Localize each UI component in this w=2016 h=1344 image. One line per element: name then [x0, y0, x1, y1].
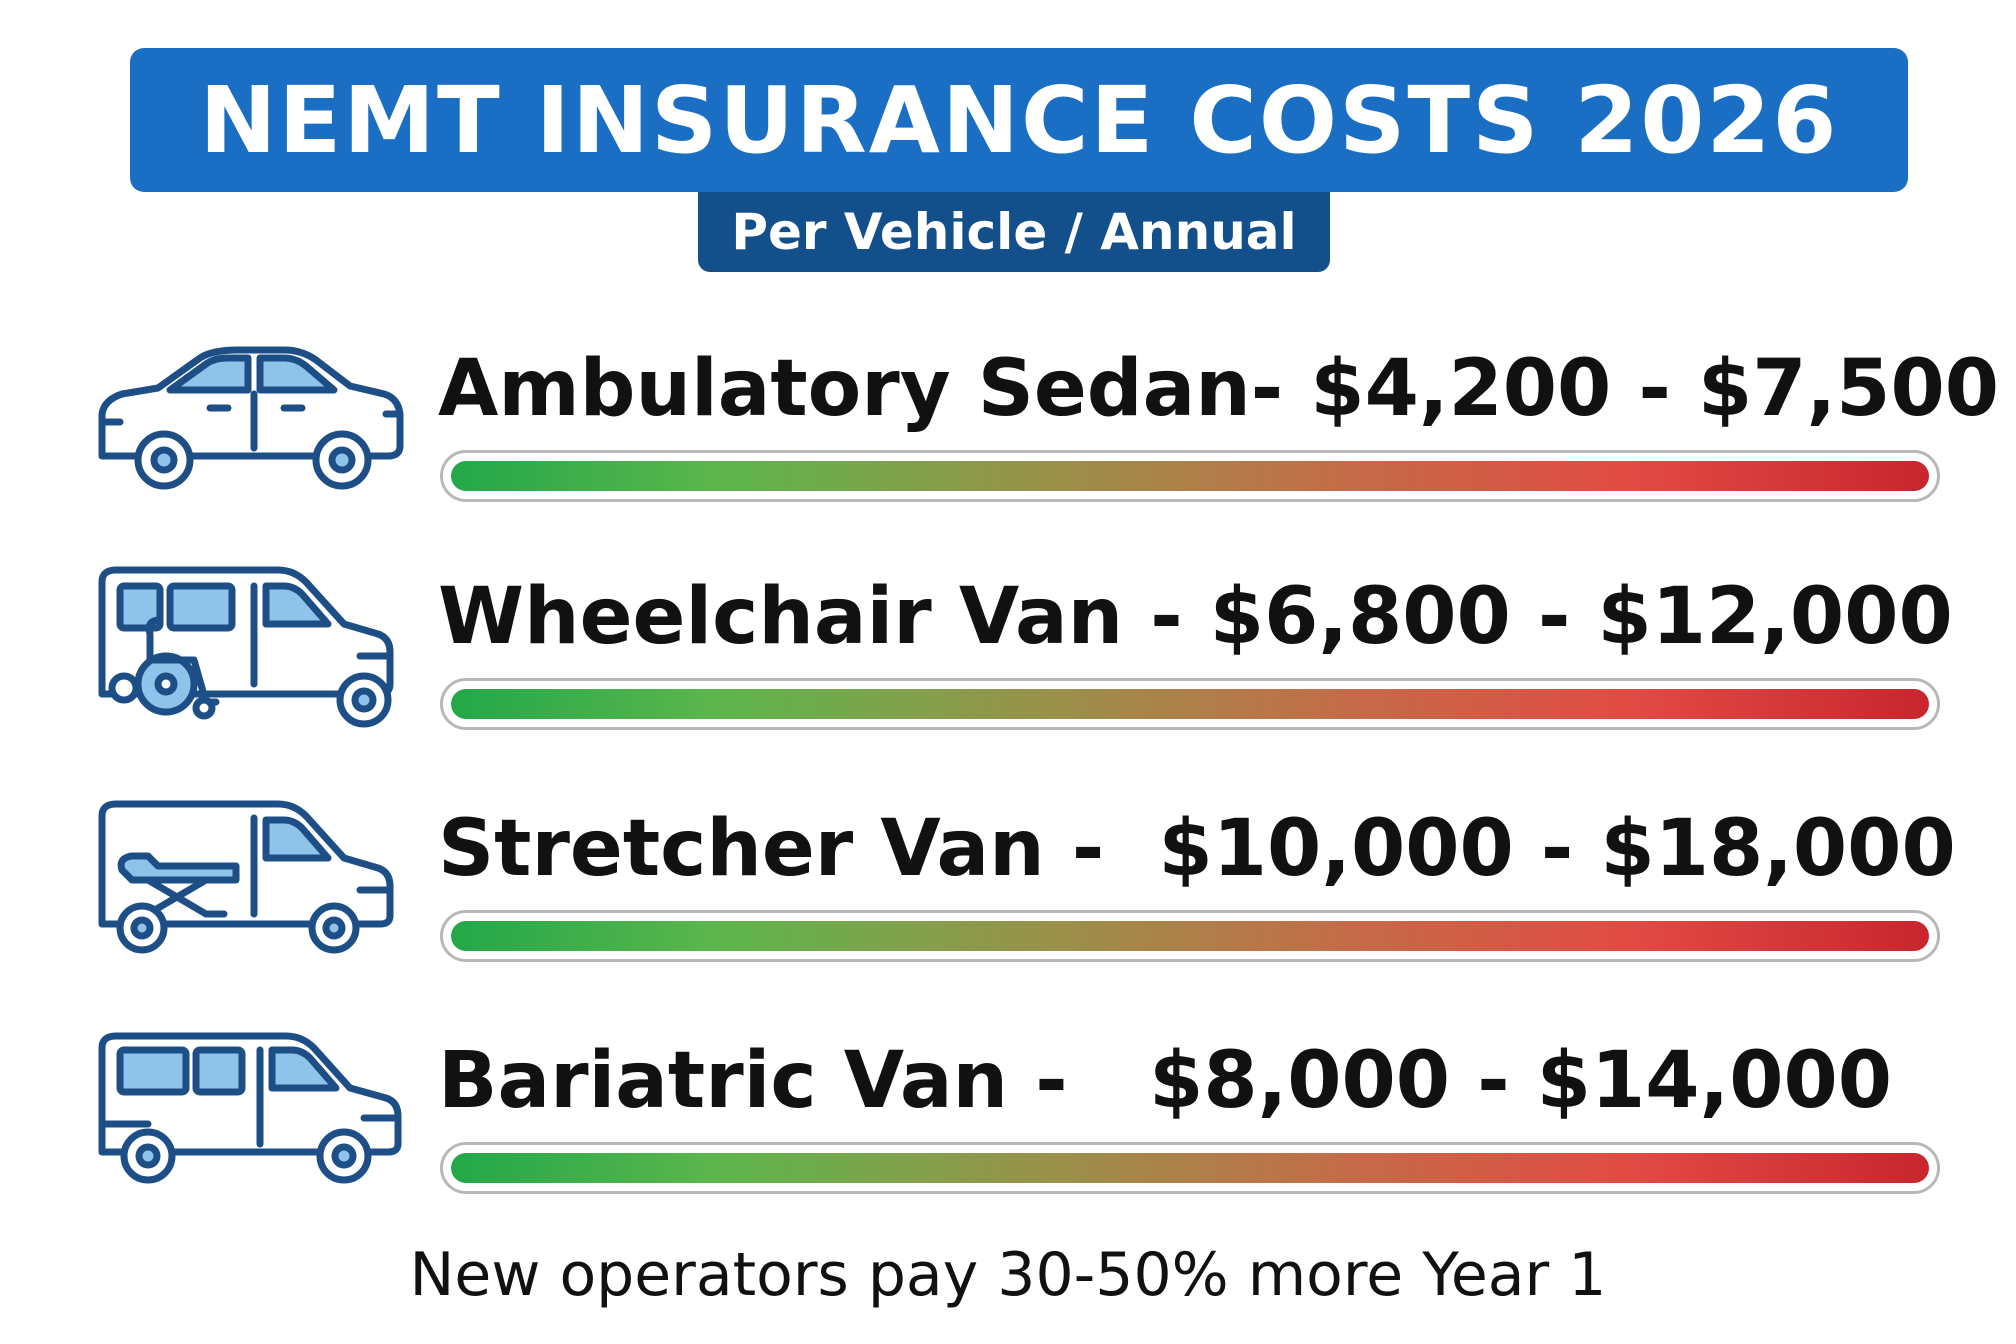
cost-row-wheelchair-van: Wheelchair Van - $6,800 - $12,000	[0, 564, 2016, 764]
stretcher-van-icon	[98, 800, 394, 954]
title-banner: NEMT INSURANCE COSTS 2026	[130, 48, 1908, 192]
row-label: Wheelchair Van - $6,800 - $12,000	[438, 572, 1953, 662]
footnote: New operators pay 30-50% more Year 1	[409, 1240, 1607, 1310]
cost-row-bariatric-van: Bariatric Van - $8,000 - $14,000	[0, 1028, 2016, 1228]
bariatric-van-icon	[98, 1032, 402, 1184]
sedan-icon	[98, 346, 404, 490]
cost-range-bar-fill	[451, 461, 1929, 491]
cost-range-bar	[440, 450, 1940, 502]
row-label: Bariatric Van - $8,000 - $14,000	[438, 1036, 1893, 1126]
cost-range-bar-fill	[451, 689, 1929, 719]
cost-row-stretcher-van: Stretcher Van - $10,000 - $18,000	[0, 796, 2016, 996]
cost-range-bar	[440, 678, 1940, 730]
cost-range-bar	[440, 1142, 1940, 1194]
page-title: NEMT INSURANCE COSTS 2026	[199, 66, 1839, 174]
row-label: Ambulatory Sedan- $4,200 - $7,500	[438, 344, 1999, 434]
subtitle-badge: Per Vehicle / Annual	[698, 192, 1330, 272]
page-subtitle: Per Vehicle / Annual	[731, 203, 1297, 261]
wheelchair-van-icon	[98, 566, 394, 728]
cost-range-bar-fill	[451, 921, 1929, 951]
cost-range-bar-fill	[451, 1153, 1929, 1183]
cost-range-bar	[440, 910, 1940, 962]
cost-row-sedan: Ambulatory Sedan- $4,200 - $7,500	[0, 336, 2016, 536]
row-label: Stretcher Van - $10,000 - $18,000	[438, 804, 1956, 894]
